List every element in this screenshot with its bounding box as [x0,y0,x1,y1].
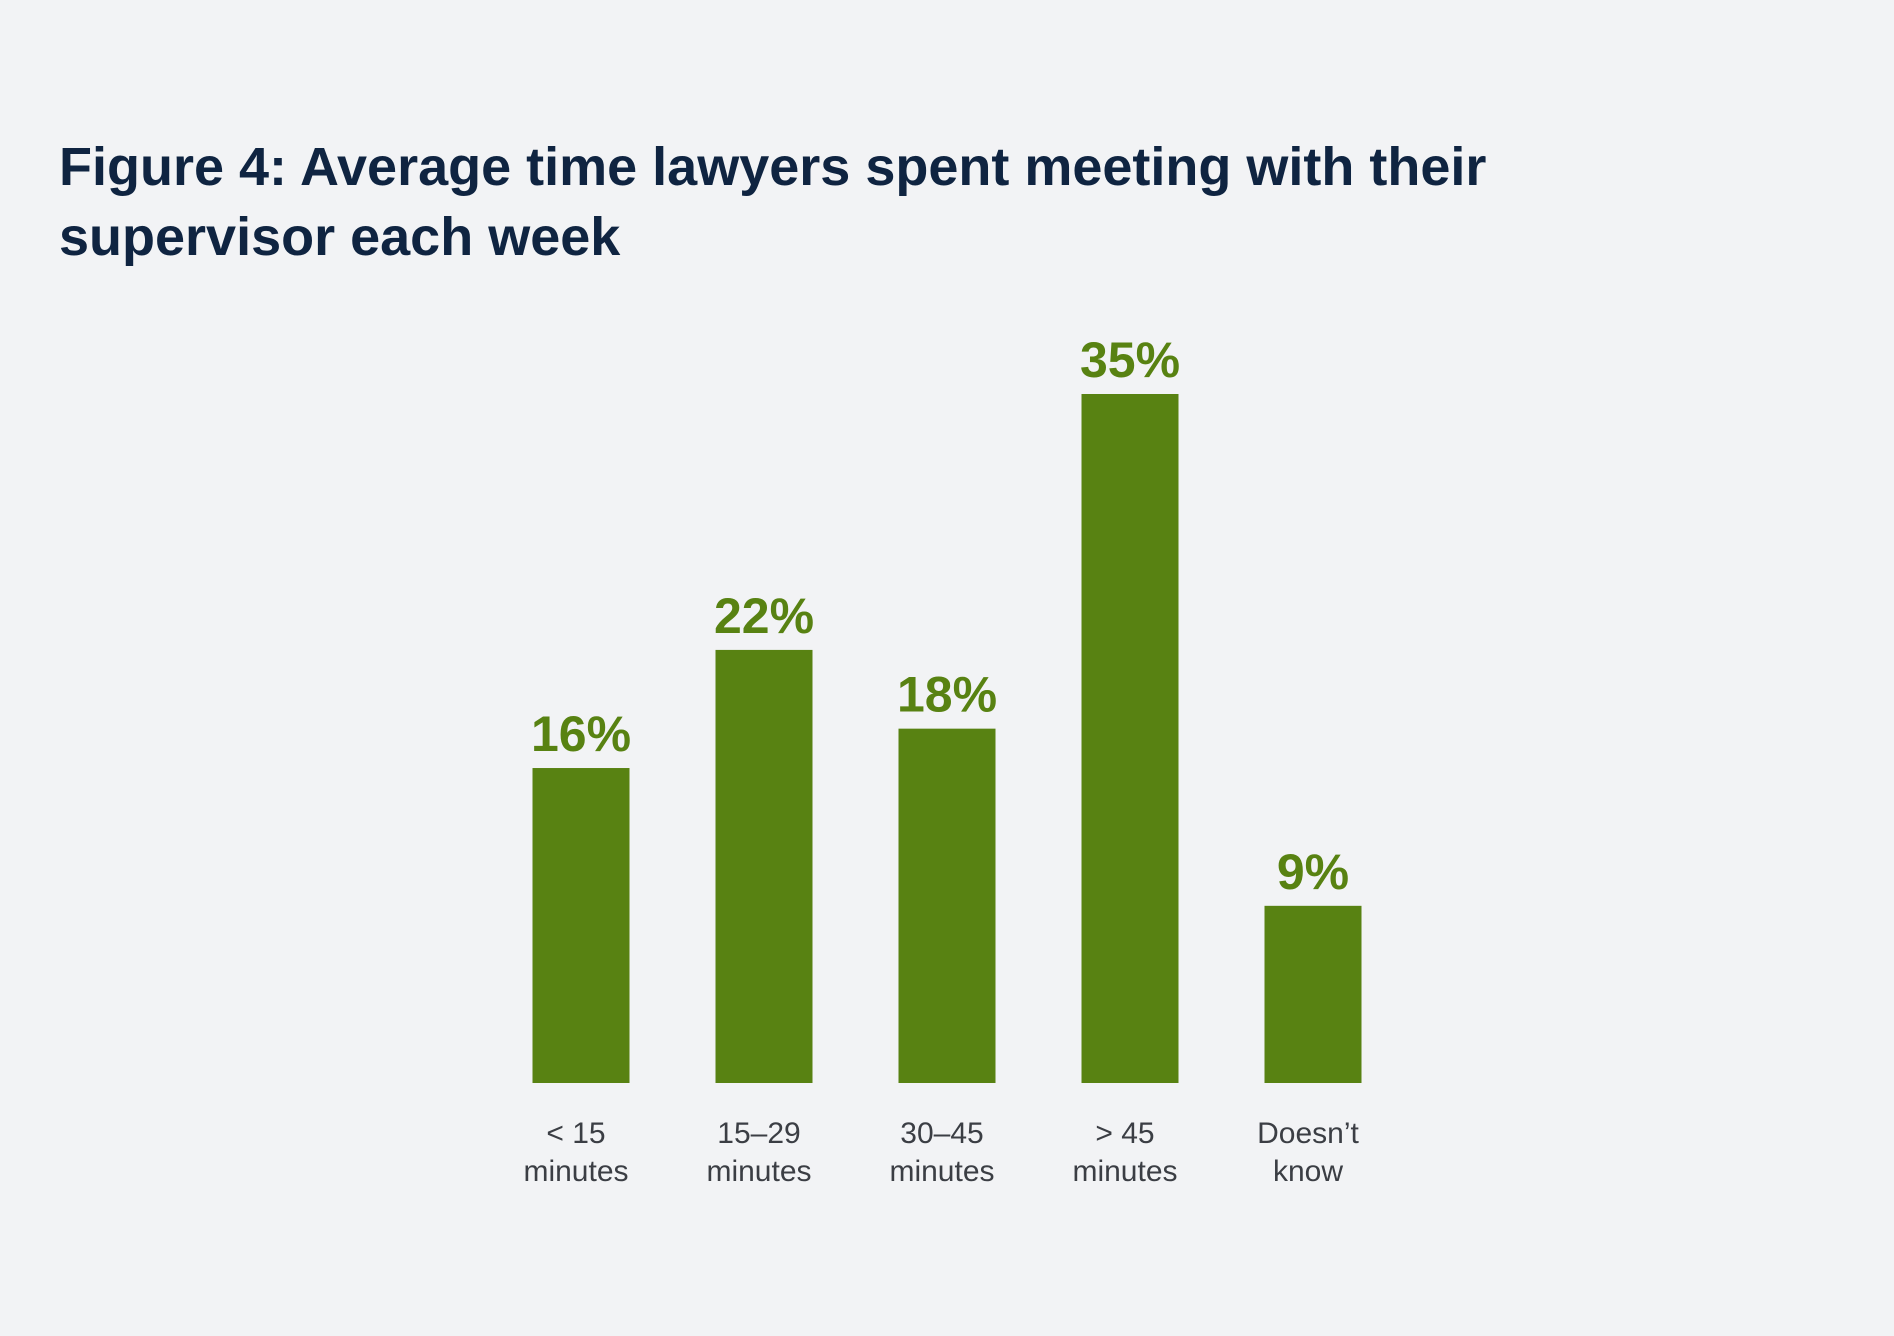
x-tick-label: > 45 [1095,1117,1154,1150]
data-label: 22% [714,588,814,644]
bar [532,768,630,1083]
x-tick-label: 15–29 [717,1117,800,1150]
x-tick-label: minutes [1072,1155,1177,1188]
bar [715,649,813,1083]
data-label: 18% [897,667,997,723]
x-tick-label: minutes [889,1155,994,1188]
x-tick-label: minutes [523,1155,628,1188]
data-label: 9% [1277,844,1349,900]
x-tick-label: < 15 [546,1117,605,1150]
bar [1081,394,1179,1083]
chart-title: Figure 4: Average time lawyers spent mee… [59,137,1487,267]
bar [898,728,996,1083]
data-label: 16% [531,706,631,762]
data-label: 35% [1080,332,1180,388]
bar [1264,905,1362,1083]
x-tick-label: know [1273,1155,1343,1188]
x-tick-label: Doesn’t [1257,1117,1359,1150]
x-tick-label: 30–45 [900,1117,983,1150]
x-tick-label: minutes [706,1155,811,1188]
